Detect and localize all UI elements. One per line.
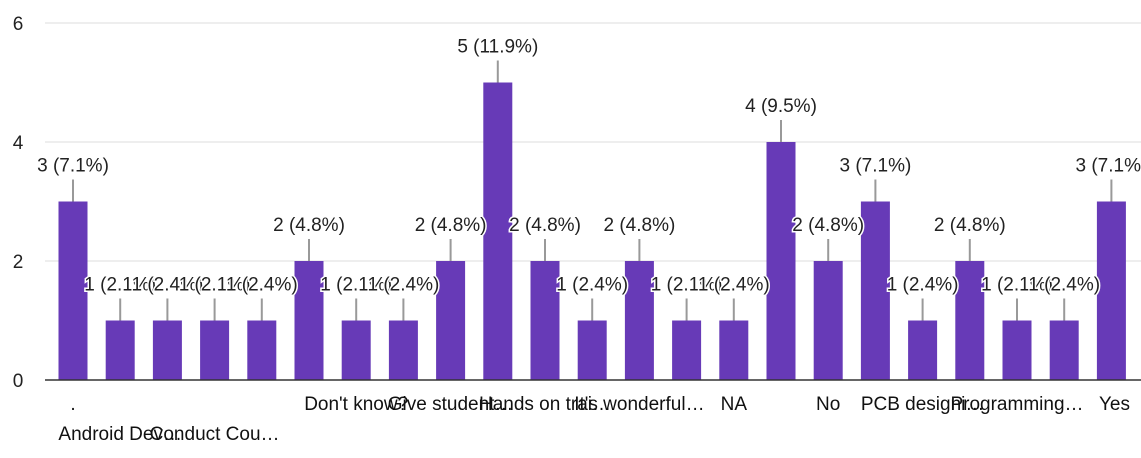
data-label: 2 (4.8%) <box>509 215 581 236</box>
data-label: 5 (11.9%) <box>457 37 538 58</box>
data-label: 3 (7.1%) <box>839 156 911 177</box>
data-label: 4 (9.5%) <box>745 96 817 117</box>
bar <box>247 320 277 380</box>
bar <box>530 261 560 380</box>
bar <box>1096 201 1126 380</box>
data-label: 3 (7.1%) <box>37 156 109 177</box>
bar <box>813 261 843 380</box>
bar <box>672 320 702 380</box>
y-tick-label: 4 <box>13 133 24 154</box>
data-label: 2 (4.8%) <box>934 215 1006 236</box>
bar <box>719 320 749 380</box>
bar <box>152 320 182 380</box>
x-category-label: Give student… <box>388 394 514 415</box>
bar <box>860 201 890 380</box>
data-label: 1 (2.1%) <box>651 275 723 296</box>
bar <box>388 320 418 380</box>
bar <box>1049 320 1079 380</box>
bar <box>1002 320 1032 380</box>
data-label: 1 (2.4%) <box>1028 275 1100 296</box>
bar <box>483 82 513 380</box>
x-category-label: . <box>70 394 75 415</box>
x-category-label: PCB designi… <box>861 394 985 415</box>
bar <box>624 261 654 380</box>
bar <box>766 142 796 380</box>
data-label: 1 (2.4%) <box>556 275 628 296</box>
data-label: 1 (2.4%) <box>226 275 298 296</box>
bar <box>341 320 371 380</box>
x-category-label: Android Dev… <box>58 424 182 445</box>
bar <box>200 320 230 380</box>
data-label: 1 (2.1%) <box>179 275 251 296</box>
x-category-label: Yes <box>1099 394 1130 415</box>
data-label: 2 (4.8%) <box>603 215 675 236</box>
bar <box>955 261 985 380</box>
x-category-label: Programming… <box>950 394 1083 415</box>
x-category-label: It's wonderful… <box>574 394 704 415</box>
bar <box>294 261 324 380</box>
bar <box>908 320 938 380</box>
bar <box>436 261 466 380</box>
data-label: 3 (7.1%) <box>1075 156 1141 177</box>
x-category-label: Hands on trai… <box>479 394 611 415</box>
data-label: 2 (4.8%) <box>273 215 345 236</box>
x-category-label: Conduct Cou… <box>150 424 280 445</box>
data-label: 1 (2.4%) <box>887 275 959 296</box>
data-label: 2 (4.8%) <box>792 215 864 236</box>
y-tick-label: 2 <box>13 252 24 273</box>
x-category-label: NA <box>721 394 748 415</box>
data-label: 2 (4.8%) <box>415 215 487 236</box>
data-label: 1 (2.4%) <box>698 275 770 296</box>
data-label: 1 (2.1%) <box>320 275 392 296</box>
y-tick-label: 6 <box>13 14 24 35</box>
bar <box>577 320 607 380</box>
bar <box>105 320 135 380</box>
bar <box>58 201 88 380</box>
x-category-label: No <box>816 394 840 415</box>
y-tick-label: 0 <box>13 371 24 392</box>
data-label: 1 (2.4%) <box>367 275 439 296</box>
data-label: 1 (2.1%) <box>981 275 1053 296</box>
data-label: 1 (2.1%) <box>84 275 156 296</box>
x-category-label: Don't know? <box>304 394 408 415</box>
data-label: 1 (2.4%) <box>131 275 203 296</box>
